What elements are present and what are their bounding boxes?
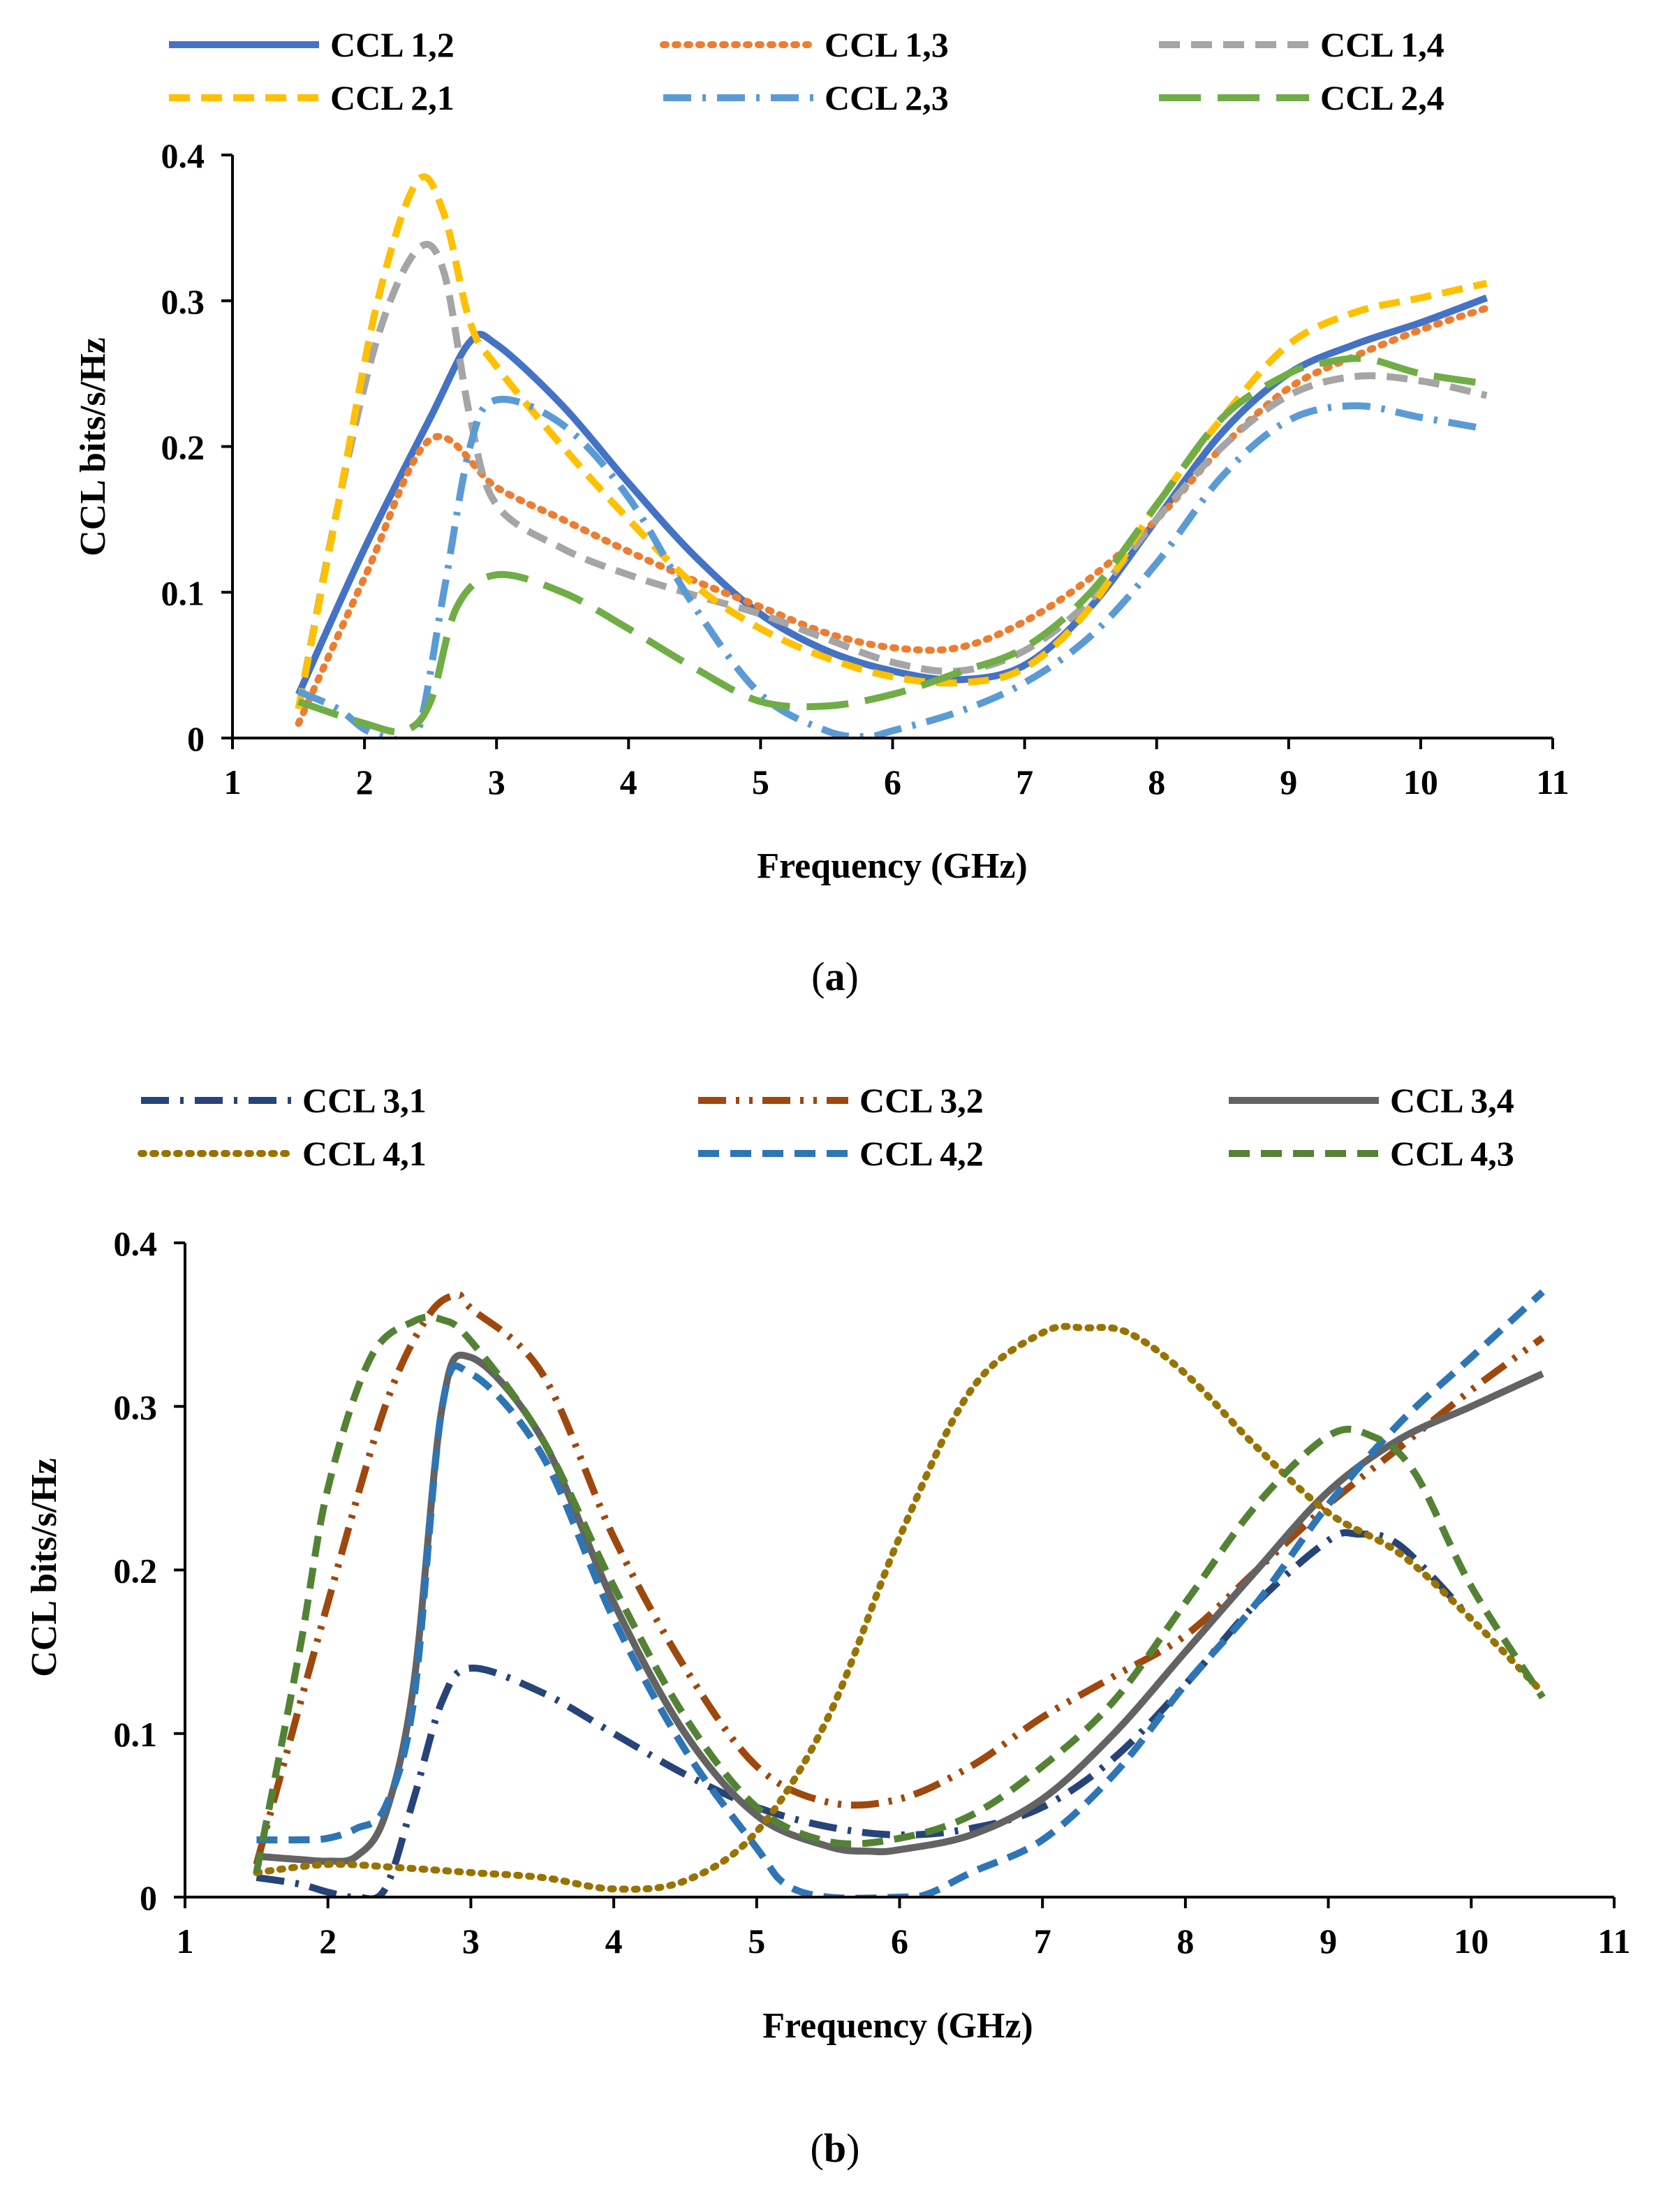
series-line-3-4 bbox=[256, 1351, 1544, 1865]
legend-label: CCL 2,4 bbox=[1320, 78, 1444, 117]
x-tick-label: 2 bbox=[356, 762, 374, 802]
x-tick-label: 8 bbox=[1148, 762, 1165, 802]
x-tick-label: 4 bbox=[605, 1922, 623, 1961]
ticks-a: 1 2 3 4 5 6 7 8 9 10 11 0 0.1 0.2 0.3 0.4 bbox=[161, 136, 1569, 802]
legend-label: CCL 3,4 bbox=[1390, 1081, 1514, 1120]
x-tick-label: 10 bbox=[1454, 1922, 1488, 1961]
x-tick-label: 1 bbox=[224, 762, 242, 802]
chart-panel-a: CCL 1,2 CCL 1,3 CCL 1,4 CCL 2,1 CCL 2,3 CCL 2… bbox=[73, 25, 1569, 999]
x-tick-label: 3 bbox=[462, 1922, 480, 1961]
ticks-b: 1 2 3 4 5 6 7 8 9 10 11 0 0.1 0.2 0.3 0.4 bbox=[114, 1224, 1631, 1961]
x-tick-label: 9 bbox=[1280, 762, 1297, 802]
series-line-4-1 bbox=[253, 1322, 1546, 1893]
plot-area-b bbox=[253, 1289, 1546, 1898]
legend-label: CCL 1,3 bbox=[825, 25, 949, 64]
x-tick-label: 1 bbox=[177, 1922, 194, 1961]
caption-b: (b) bbox=[811, 2125, 860, 2171]
series-line-4-3 bbox=[253, 1313, 1546, 1873]
y-tick-label: 0 bbox=[187, 719, 205, 758]
y-tick-label: 0.1 bbox=[114, 1715, 158, 1754]
caption-b-letter: b bbox=[824, 2125, 846, 2171]
series-line-2-3 bbox=[297, 395, 1488, 739]
x-tick-label: 11 bbox=[1536, 762, 1569, 802]
legend-label: CCL 4,1 bbox=[302, 1134, 427, 1173]
y-tick-label: 0.2 bbox=[161, 428, 205, 467]
y-tick-label: 0.4 bbox=[114, 1224, 158, 1263]
legend-b: CCL 3,1 CCL 3,2 CCL 3,4 CCL 4,1 CCL 4,2 CCL 4… bbox=[138, 1081, 1514, 1173]
series-line-1-3 bbox=[295, 304, 1491, 728]
y-axis-label-b: CCL bits/s/Hz bbox=[24, 1458, 64, 1677]
series-line-2-1 bbox=[295, 173, 1488, 710]
x-tick-label: 10 bbox=[1403, 762, 1438, 802]
x-tick-label: 2 bbox=[319, 1922, 337, 1961]
series-line-3-2 bbox=[253, 1291, 1545, 1866]
x-tick-label: 11 bbox=[1597, 1922, 1630, 1961]
y-tick-label: 0.3 bbox=[161, 282, 205, 321]
series-line-3-1 bbox=[256, 1529, 1474, 1898]
y-tick-label: 0 bbox=[140, 1878, 157, 1917]
chart-panel-b: CCL 3,1 CCL 3,2 CCL 3,4 CCL 4,1 CCL 4,2 CCL 4… bbox=[24, 1081, 1631, 2171]
y-tick-label: 0.4 bbox=[161, 136, 205, 175]
series-line-2-4 bbox=[297, 355, 1488, 736]
x-tick-label: 8 bbox=[1176, 1922, 1194, 1961]
x-axis-label-b: Frequency (GHz) bbox=[762, 2006, 1033, 2046]
x-tick-label: 9 bbox=[1320, 1922, 1337, 1961]
x-tick-label: 3 bbox=[488, 762, 505, 802]
legend-label: CCL 2,1 bbox=[330, 78, 455, 117]
x-tick-label: 4 bbox=[620, 762, 637, 802]
x-tick-label: 5 bbox=[748, 1922, 765, 1961]
y-tick-label: 0.2 bbox=[114, 1551, 158, 1591]
legend-label: CCL 1,2 bbox=[330, 25, 455, 64]
legend-label: CCL 2,3 bbox=[825, 78, 949, 117]
x-tick-label: 6 bbox=[884, 762, 901, 802]
caption-a-letter: a bbox=[825, 954, 845, 999]
x-tick-label: 6 bbox=[891, 1922, 908, 1961]
series-line-1-4 bbox=[295, 241, 1488, 710]
legend-label: CCL 4,2 bbox=[859, 1134, 984, 1173]
caption-a: (a) bbox=[811, 954, 859, 999]
legend-a: CCL 1,2 CCL 1,3 CCL 1,4 CCL 2,1 CCL 2,3 CCL 2… bbox=[169, 25, 1444, 117]
y-tick-label: 0.1 bbox=[161, 573, 205, 612]
y-axis-label-a: CCL bits/s/Hz bbox=[73, 337, 113, 556]
legend-label: CCL 3,1 bbox=[302, 1081, 427, 1120]
x-axis-label-a: Frequency (GHz) bbox=[757, 846, 1028, 886]
legend-label: CCL 1,4 bbox=[1320, 25, 1444, 64]
x-tick-label: 5 bbox=[752, 762, 769, 802]
series-line-4-2 bbox=[256, 1289, 1545, 1898]
legend-label: CCL 3,2 bbox=[859, 1081, 984, 1120]
x-tick-label: 7 bbox=[1034, 1922, 1051, 1961]
legend-label: CCL 4,3 bbox=[1390, 1134, 1514, 1173]
y-tick-label: 0.3 bbox=[114, 1387, 158, 1426]
plot-area-a bbox=[295, 173, 1491, 739]
series-line-1-2 bbox=[295, 294, 1488, 696]
x-tick-label: 7 bbox=[1016, 762, 1033, 802]
